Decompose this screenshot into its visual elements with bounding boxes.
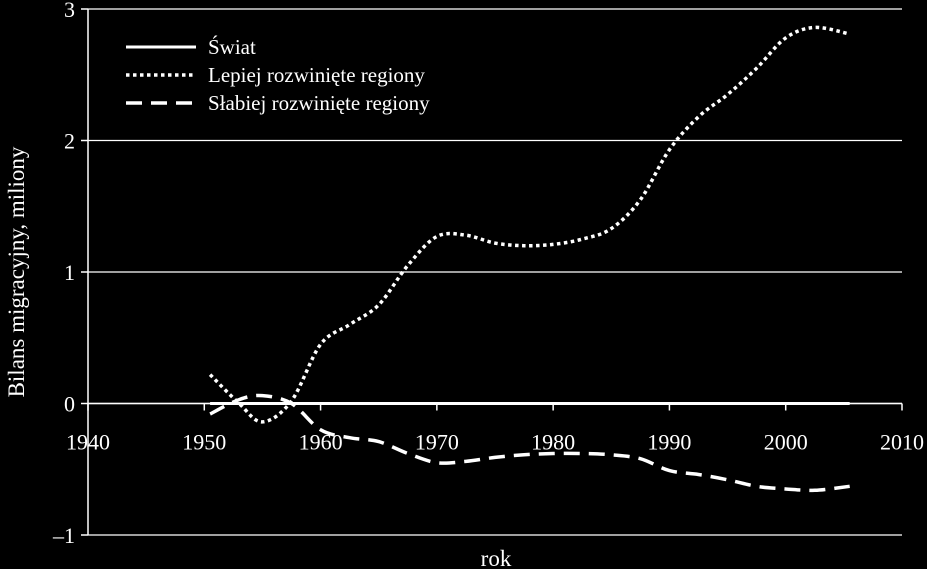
x-tick-label-1: 1950 bbox=[182, 430, 226, 455]
tick-labels: –1 0 1 2 3 1940 1950 1960 1970 1980 1990 2000 2010 bbox=[52, 0, 924, 548]
legend-label-slabiej-rozwiniete-regiony: Słabiej rozwinięte regiony bbox=[208, 91, 430, 115]
y-tick-label-0: –1 bbox=[52, 523, 75, 548]
x-tick-label-0: 1940 bbox=[66, 430, 110, 455]
x-tick-label-5: 1990 bbox=[647, 430, 691, 455]
legend-label-swiat: Świat bbox=[208, 35, 256, 59]
x-tick-label-2: 1960 bbox=[299, 430, 343, 455]
y-tick-label-1: 0 bbox=[64, 392, 75, 417]
x-tick-label-6: 2000 bbox=[764, 430, 808, 455]
x-axis-label: rok bbox=[481, 546, 512, 569]
legend-label-lepiej-rozwiniete-regiony: Lepiej rozwinięte regiony bbox=[208, 63, 425, 87]
x-tick-label-4: 1980 bbox=[531, 430, 575, 455]
x-tick-label-7: 2010 bbox=[880, 430, 924, 455]
y-tick-label-4: 3 bbox=[64, 0, 75, 22]
legend: Świat Lepiej rozwinięte regiony Słabiej ro… bbox=[126, 35, 430, 115]
y-axis-label: Bilans migracyjny, miliony bbox=[4, 146, 29, 397]
series-line-lepiej-rozwiniete-regiony bbox=[208, 25, 851, 424]
series bbox=[208, 25, 851, 493]
series-line-slabiej-rozwiniete-regiony bbox=[209, 393, 850, 493]
x-tick-label-3: 1970 bbox=[415, 430, 459, 455]
y-tick-label-2: 1 bbox=[64, 260, 75, 285]
y-tick-label-3: 2 bbox=[64, 129, 75, 154]
